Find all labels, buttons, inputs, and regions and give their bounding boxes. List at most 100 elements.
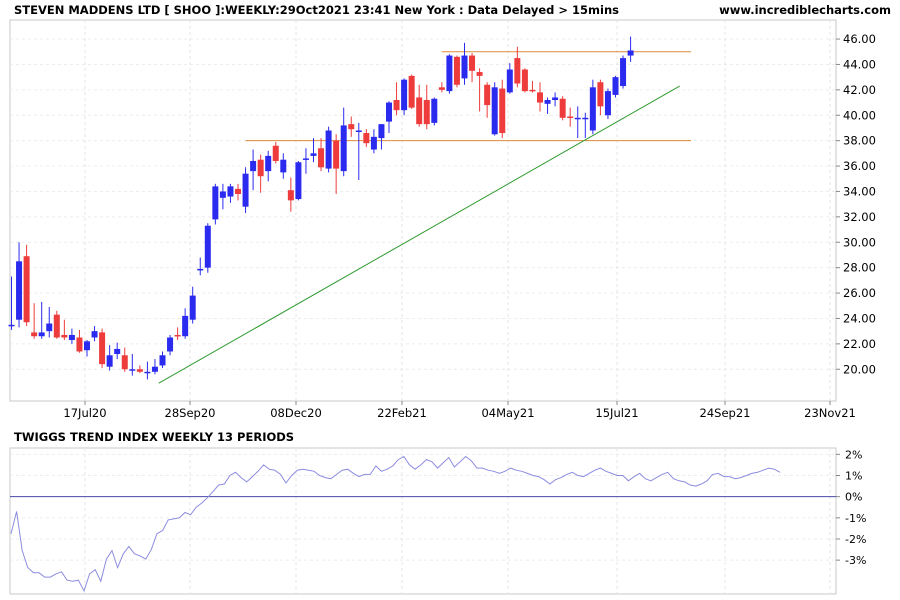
trendline-layer: [158, 85, 680, 384]
candle-body: [227, 186, 234, 197]
candle-body: [627, 50, 634, 56]
candle: [280, 153, 287, 179]
candle: [348, 116, 355, 137]
candle-body: [295, 162, 302, 200]
candle: [620, 55, 627, 89]
candle: [446, 54, 453, 94]
price-y-tick-label: 26.00: [843, 286, 876, 300]
price-y-tick-label: 30.00: [843, 235, 876, 249]
candle-body: [212, 186, 219, 220]
candle-body: [582, 117, 589, 120]
candle: [8, 276, 15, 330]
candle-body: [16, 261, 23, 320]
candle: [219, 183, 226, 210]
candle: [302, 148, 309, 174]
candle: [537, 82, 543, 112]
candle-body: [552, 97, 559, 101]
candle: [204, 223, 211, 273]
candle-body: [250, 160, 257, 172]
candles-layer: [8, 36, 634, 380]
candle-body: [151, 366, 158, 372]
candle: [272, 141, 279, 164]
indicator-y-tick-label: -3%: [845, 554, 866, 567]
candle: [212, 183, 219, 225]
candle-body: [204, 225, 211, 268]
candle: [136, 365, 143, 374]
candle-body: [46, 323, 53, 332]
candle: [257, 154, 264, 193]
candle-body: [23, 256, 30, 323]
price-y-tick-label: 42.00: [843, 83, 876, 97]
candle: [438, 82, 445, 93]
candle: [61, 319, 68, 341]
price-x-tick-label: 23Nov21: [804, 406, 856, 420]
candle-body: [235, 188, 241, 194]
candle-body: [84, 341, 90, 351]
candle: [167, 334, 174, 356]
candle-body: [272, 145, 279, 161]
candle-body: [446, 55, 453, 92]
candle-body: [257, 159, 264, 177]
candle: [76, 329, 83, 353]
candle: [227, 183, 234, 203]
candle-body: [370, 136, 377, 150]
candle-body: [106, 355, 113, 367]
candle-body: [499, 88, 506, 134]
candle: [612, 75, 619, 98]
candle: [582, 112, 589, 139]
candle: [325, 126, 332, 173]
price-x-tick-label: 22Feb21: [377, 406, 427, 420]
candle: [235, 183, 241, 201]
candle: [318, 138, 325, 172]
candle-body: [38, 332, 45, 337]
price-x-tick-label: 17Jul20: [63, 406, 106, 420]
trendline: [158, 85, 680, 384]
candle-body: [476, 72, 483, 76]
candle: [408, 74, 415, 109]
candle-body: [574, 117, 581, 120]
candle: [453, 55, 460, 88]
candle-body: [333, 140, 340, 169]
candle-body: [189, 295, 196, 320]
candle-body: [182, 315, 189, 337]
candle-body: [136, 369, 143, 372]
price-panel: 20.00 22.00 24.00 26.00 28.00 30.00 32.00 34.00…: [8, 19, 876, 420]
candle: [23, 244, 30, 327]
candle: [340, 107, 347, 177]
candle-body: [219, 191, 226, 198]
candle: [393, 82, 400, 116]
price-y-tick-label: 22.00: [843, 337, 876, 351]
price-y-tick-label: 46.00: [843, 32, 876, 46]
indicator-plot-area: [9, 447, 837, 595]
candle: [333, 134, 340, 194]
candle: [174, 327, 181, 341]
candle-body: [355, 130, 362, 132]
price-x-axis: 17Jul20 28Sep20 08Dec20 22Feb21 04May21 15Jul…: [63, 401, 856, 420]
candle-body: [287, 190, 294, 201]
candle-body: [318, 148, 325, 168]
candle-body: [386, 102, 392, 122]
candle: [461, 42, 468, 85]
candle: [182, 308, 189, 339]
candle: [144, 361, 151, 380]
candle: [91, 326, 98, 342]
candle: [84, 340, 90, 357]
candle-body: [99, 332, 106, 365]
candle-body: [340, 125, 347, 172]
candle: [250, 149, 257, 191]
candle-body: [280, 159, 287, 173]
twiggs-trend-index-line: [10, 455, 781, 593]
candle-body: [484, 84, 491, 106]
indicator-y-axis: 2% 1% 0% -1% -2% -3%: [836, 448, 866, 567]
candle-body: [514, 58, 521, 84]
price-x-tick-label: 15Jul21: [595, 406, 638, 420]
candle-body: [378, 124, 385, 139]
candle-body: [174, 334, 181, 337]
price-x-tick-label: 04May21: [481, 406, 534, 420]
price-y-tick-label: 44.00: [843, 57, 876, 71]
candle-body: [325, 130, 332, 169]
price-y-tick-label: 40.00: [843, 108, 876, 122]
candle: [378, 124, 385, 150]
